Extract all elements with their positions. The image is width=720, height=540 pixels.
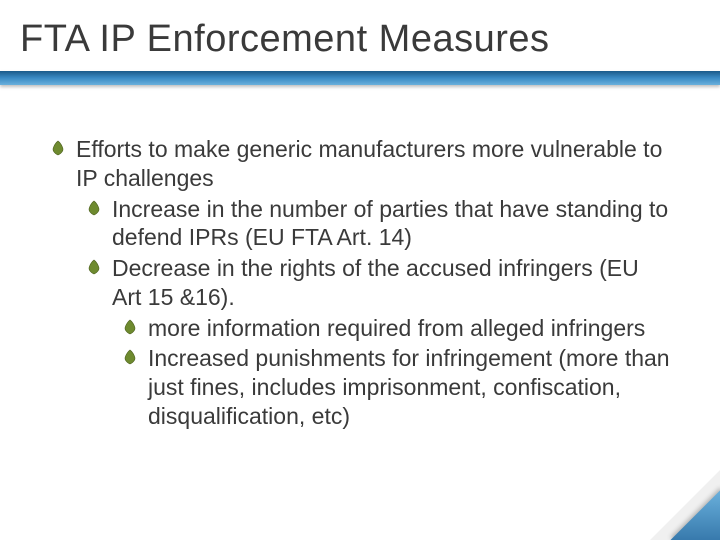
- bullet-item: Decrease in the rights of the accused in…: [86, 254, 670, 312]
- bullet-text: Decrease in the rights of the accused in…: [112, 254, 670, 312]
- bullet-item: Increase in the number of parties that h…: [86, 195, 670, 253]
- bullet-item: Increased punishments for infringement (…: [122, 344, 670, 430]
- bullet-icon: [50, 140, 66, 156]
- slide-content: Efforts to make generic manufacturers mo…: [0, 85, 720, 431]
- bullet-icon: [86, 200, 102, 216]
- title-underline: [0, 71, 720, 85]
- bullet-item: Efforts to make generic manufacturers mo…: [50, 135, 670, 193]
- bullet-item: more information required from alleged i…: [122, 314, 670, 343]
- bullet-icon: [122, 319, 138, 335]
- slide-title: FTA IP Enforcement Measures: [20, 18, 700, 61]
- title-bar: FTA IP Enforcement Measures: [0, 0, 720, 71]
- bullet-icon: [86, 259, 102, 275]
- bullet-icon: [122, 349, 138, 365]
- bullet-text: Increased punishments for infringement (…: [148, 344, 670, 430]
- bullet-text: Efforts to make generic manufacturers mo…: [76, 135, 670, 193]
- bullet-text: more information required from alleged i…: [148, 314, 645, 343]
- corner-fold-decoration: [650, 470, 720, 540]
- bullet-text: Increase in the number of parties that h…: [112, 195, 670, 253]
